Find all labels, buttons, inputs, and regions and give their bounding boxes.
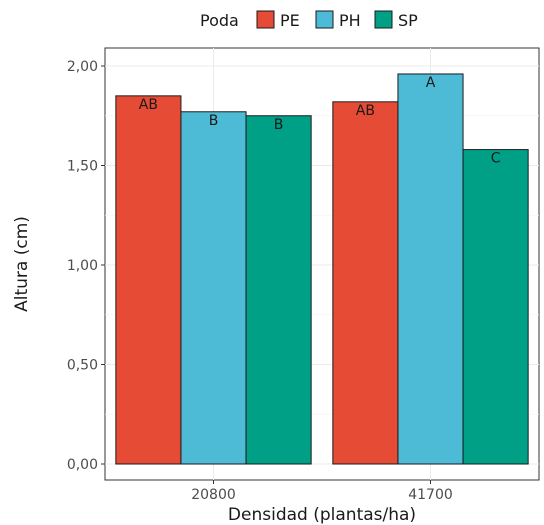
bars: [115, 73, 529, 465]
bar-ph-41700: [397, 73, 464, 465]
bar-label: A: [426, 75, 436, 91]
bar-label: B: [209, 113, 219, 129]
bar-label: B: [274, 117, 284, 133]
y-tick-label: 0,00: [67, 457, 98, 473]
x-tick-label: 41700: [408, 487, 453, 503]
legend-label: PH: [339, 11, 361, 30]
legend-label: PE: [280, 11, 300, 30]
legend-key-ph: [315, 10, 334, 29]
bar-pe-41700: [332, 101, 399, 465]
legend-title: Poda: [200, 11, 239, 30]
y-tick-label: 0,50: [67, 358, 98, 374]
y-axis-ticks: 0,00 0,50 1,00 1,50 2,00: [67, 59, 105, 473]
legend: Poda PE PH SP: [200, 10, 418, 30]
legend-key-pe: [256, 10, 275, 29]
x-axis-title: Densidad (plantas/ha): [228, 505, 416, 525]
y-tick-label: 2,00: [67, 59, 98, 75]
x-axis-ticks: 20800 41700: [191, 480, 453, 503]
x-tick-label: 20800: [191, 487, 236, 503]
bar-label: AB: [139, 97, 158, 113]
legend-key-sp: [374, 10, 393, 29]
y-tick-label: 1,50: [67, 159, 98, 175]
legend-label: SP: [398, 11, 418, 30]
bar-sp-20800: [245, 115, 312, 465]
bar-labels: AB B B AB A C: [139, 75, 501, 167]
bar-ph-20800: [180, 111, 247, 465]
bar-pe-20800: [115, 95, 182, 465]
bar-label: C: [491, 151, 501, 167]
y-tick-label: 1,00: [67, 258, 98, 274]
bar-sp-41700: [462, 149, 529, 465]
y-axis-title: Altura (cm): [12, 216, 32, 312]
bar-label: AB: [356, 103, 375, 119]
